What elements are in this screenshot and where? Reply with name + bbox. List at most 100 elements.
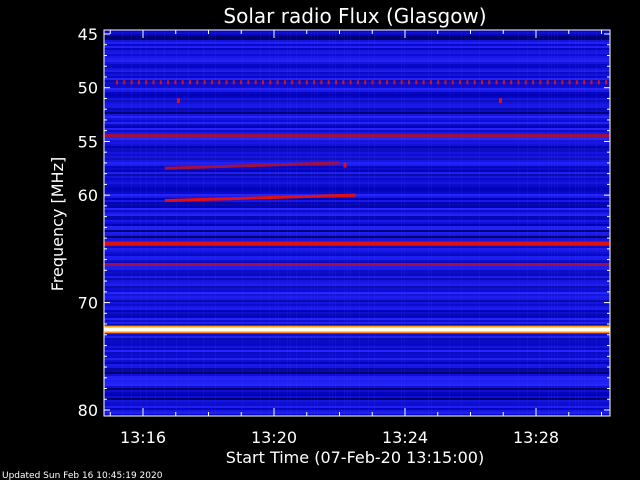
spectral-row [104, 324, 610, 326]
periodic-dot [408, 80, 410, 85]
periodic-dot [305, 80, 308, 85]
time-column [122, 30, 123, 416]
spectral-row [104, 346, 610, 348]
spectral-row [104, 366, 610, 368]
time-column [242, 30, 243, 416]
spectral-row [104, 214, 610, 216]
time-column [539, 30, 540, 416]
periodic-dot [386, 80, 389, 85]
band-peak [104, 327, 610, 331]
spectral-row [104, 56, 610, 58]
x-axis: 13:16 13:20 13:24 13:28 [109, 30, 602, 447]
spectral-row [104, 356, 610, 358]
spectral-row [104, 98, 610, 100]
spectral-row [104, 156, 610, 158]
spectral-row [104, 394, 610, 396]
spectral-row [104, 318, 610, 320]
x-axis-label: Start Time (07-Feb-20 13:15:00) [226, 448, 484, 467]
spectral-row [104, 170, 610, 172]
spectral-row [104, 224, 610, 226]
time-column [275, 30, 276, 416]
periodic-dot [378, 80, 381, 85]
spectral-row [104, 310, 610, 312]
periodic-dot [532, 80, 535, 85]
periodic-dot [283, 80, 286, 85]
spectral-row [104, 78, 610, 80]
spectral-row [104, 154, 610, 156]
plot-frame [103, 29, 611, 417]
periodic-dot [590, 80, 593, 85]
periodic-dot [276, 80, 279, 85]
x-tick-label: 13:24 [382, 428, 428, 447]
spectral-row [104, 390, 610, 392]
spectral-row [104, 60, 610, 62]
spectral-row [104, 306, 610, 308]
time-column [569, 30, 570, 416]
spectral-row [104, 376, 610, 378]
time-column [596, 30, 597, 416]
periodic-dot [481, 80, 483, 85]
y-axis: 45 50 55 60 70 80 [78, 25, 610, 420]
spectral-row [104, 188, 610, 190]
time-column [449, 30, 450, 416]
spectral-row [104, 184, 610, 186]
spectral-row [104, 158, 610, 160]
time-column [203, 30, 204, 416]
spectral-row [104, 354, 610, 356]
spectral-row [104, 286, 610, 288]
spectral-row [104, 30, 610, 32]
periodic-dot [210, 80, 213, 85]
spectral-row [104, 350, 610, 352]
spectral-row [104, 50, 610, 52]
time-column [404, 30, 405, 416]
time-column [215, 30, 216, 416]
spectral-row [104, 132, 610, 134]
time-column [527, 30, 528, 416]
spectral-row [104, 144, 610, 146]
periodic-dot [539, 80, 542, 85]
periodic-dot [196, 80, 199, 85]
time-column [551, 30, 552, 416]
spectral-row [104, 322, 610, 324]
spectral-row [104, 368, 610, 370]
spectral-row [104, 292, 610, 294]
periodic-dot [583, 80, 586, 85]
periodic-dot [459, 80, 462, 85]
periodic-dot [269, 80, 272, 85]
time-column [278, 30, 279, 416]
spectral-row [104, 104, 610, 106]
spectral-row [104, 402, 610, 404]
periodic-dot [225, 80, 228, 85]
spectral-row [104, 304, 610, 306]
spectral-row [104, 290, 610, 292]
periodic-dot [415, 80, 418, 85]
spectral-row [104, 396, 610, 398]
periodic-dot [349, 80, 352, 85]
spectral-row [104, 210, 610, 212]
burst-spike [176, 98, 180, 104]
continuous-band [104, 241, 610, 246]
spectral-row [104, 110, 610, 112]
time-column [431, 30, 432, 416]
y-tick-label: 80 [78, 401, 98, 420]
periodic-dot [393, 80, 396, 85]
time-column [347, 30, 348, 416]
spectral-row [104, 222, 610, 224]
periodic-dot [364, 80, 367, 85]
spectral-row [104, 378, 610, 380]
spectral-row [104, 150, 610, 152]
time-column [290, 30, 291, 416]
spectral-row [104, 400, 610, 402]
periodic-dot [356, 80, 359, 85]
spectral-row [104, 250, 610, 252]
periodic-dot [429, 80, 432, 85]
spectral-row [104, 148, 610, 150]
spectral-row [104, 142, 610, 144]
spectral-row [104, 90, 610, 92]
spectral-row [104, 384, 610, 386]
spectral-row [104, 308, 610, 310]
periodic-dot [159, 80, 162, 85]
spectral-row [104, 120, 610, 122]
spectral-row [104, 138, 610, 140]
spectral-row [104, 102, 610, 104]
